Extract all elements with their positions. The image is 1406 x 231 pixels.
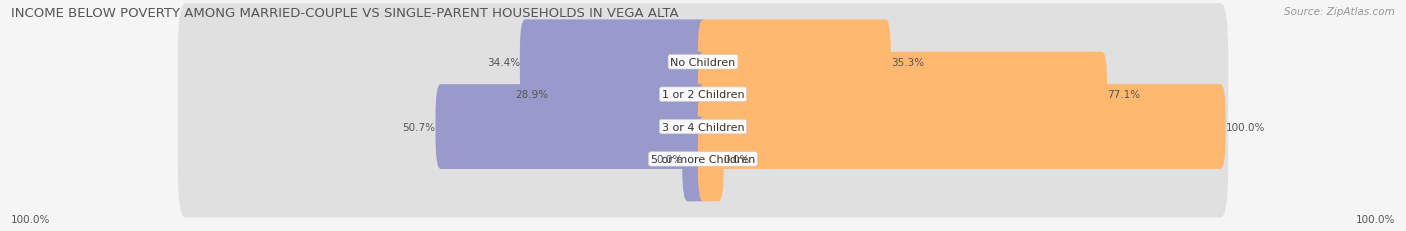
FancyBboxPatch shape bbox=[177, 69, 1229, 185]
Text: 100.0%: 100.0% bbox=[1355, 214, 1395, 224]
FancyBboxPatch shape bbox=[682, 117, 709, 201]
Text: 50.7%: 50.7% bbox=[402, 122, 436, 132]
Text: No Children: No Children bbox=[671, 58, 735, 67]
FancyBboxPatch shape bbox=[697, 85, 1226, 169]
Text: 3 or 4 Children: 3 or 4 Children bbox=[662, 122, 744, 132]
Text: 0.0%: 0.0% bbox=[657, 154, 682, 164]
Text: 1 or 2 Children: 1 or 2 Children bbox=[662, 90, 744, 100]
FancyBboxPatch shape bbox=[520, 20, 709, 105]
FancyBboxPatch shape bbox=[548, 52, 709, 137]
Text: 35.3%: 35.3% bbox=[891, 58, 924, 67]
FancyBboxPatch shape bbox=[697, 20, 891, 105]
FancyBboxPatch shape bbox=[177, 101, 1229, 218]
FancyBboxPatch shape bbox=[697, 117, 724, 201]
Text: 77.1%: 77.1% bbox=[1107, 90, 1140, 100]
Text: Source: ZipAtlas.com: Source: ZipAtlas.com bbox=[1284, 7, 1395, 17]
FancyBboxPatch shape bbox=[697, 52, 1107, 137]
Text: 5 or more Children: 5 or more Children bbox=[651, 154, 755, 164]
FancyBboxPatch shape bbox=[177, 36, 1229, 153]
FancyBboxPatch shape bbox=[177, 4, 1229, 121]
Text: 100.0%: 100.0% bbox=[1226, 122, 1265, 132]
Text: INCOME BELOW POVERTY AMONG MARRIED-COUPLE VS SINGLE-PARENT HOUSEHOLDS IN VEGA AL: INCOME BELOW POVERTY AMONG MARRIED-COUPL… bbox=[11, 7, 679, 20]
Text: 0.0%: 0.0% bbox=[724, 154, 749, 164]
Text: 34.4%: 34.4% bbox=[486, 58, 520, 67]
FancyBboxPatch shape bbox=[436, 85, 709, 169]
Text: 28.9%: 28.9% bbox=[515, 90, 548, 100]
Text: 100.0%: 100.0% bbox=[11, 214, 51, 224]
